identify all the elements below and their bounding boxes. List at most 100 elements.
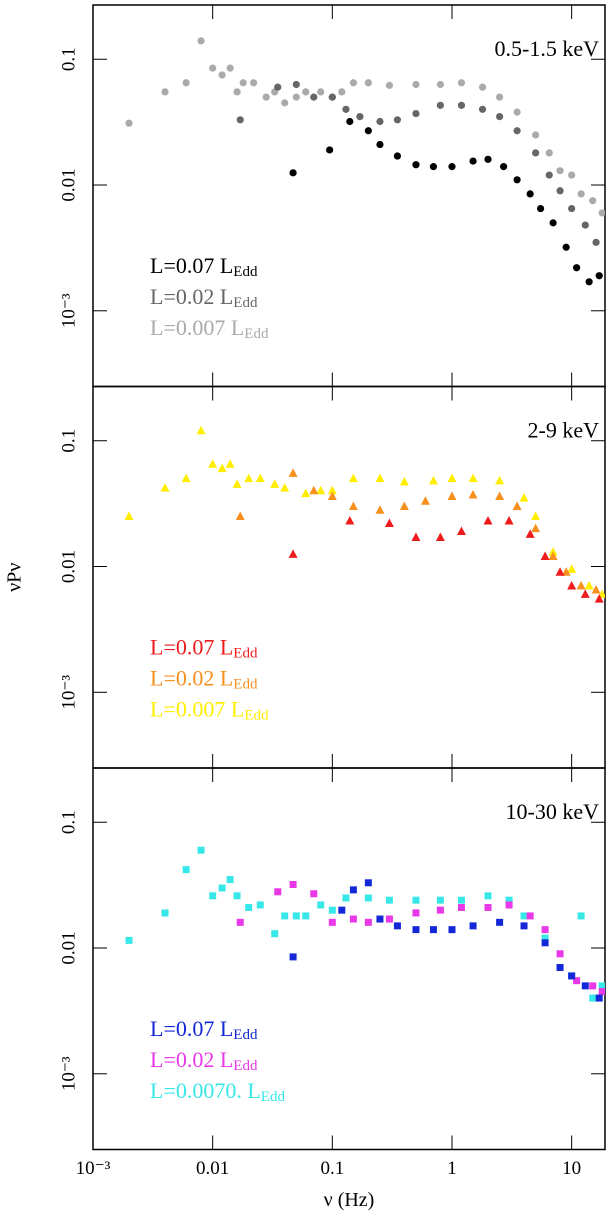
point (375, 473, 385, 483)
point (301, 488, 311, 498)
point (161, 88, 169, 96)
point (540, 551, 550, 561)
point (519, 493, 529, 502)
point (555, 567, 565, 576)
point (262, 93, 270, 101)
point (500, 163, 508, 171)
point (197, 37, 205, 45)
point (310, 93, 318, 101)
point (385, 896, 393, 904)
point (317, 88, 325, 96)
point (436, 896, 444, 904)
point (595, 272, 603, 280)
point (526, 912, 534, 920)
point (448, 163, 456, 171)
panel-label: 2-9 keV (528, 418, 600, 443)
point (541, 939, 549, 947)
point (594, 594, 604, 603)
point (496, 93, 504, 101)
point (233, 88, 241, 96)
point (209, 64, 217, 72)
point (125, 936, 133, 944)
point (412, 926, 420, 934)
point (288, 468, 298, 477)
point (412, 161, 420, 169)
legend-subscript: Edd (233, 1027, 258, 1043)
point (292, 912, 300, 920)
point (364, 918, 372, 926)
point (448, 926, 456, 934)
point (412, 896, 420, 904)
point (456, 526, 466, 535)
point (567, 580, 577, 590)
point (572, 264, 581, 272)
point (342, 105, 350, 113)
y-tick-label: 10⁻³ (58, 293, 79, 328)
point (326, 146, 334, 154)
point (598, 209, 605, 217)
point (348, 501, 358, 511)
point (584, 580, 594, 590)
point (436, 906, 444, 914)
x-tick-label: 1 (447, 1158, 457, 1179)
point (218, 884, 226, 892)
point (545, 171, 553, 179)
point (338, 906, 346, 914)
point (280, 483, 290, 492)
point (182, 79, 190, 87)
point (556, 187, 564, 195)
point (245, 903, 253, 911)
x-tick-label: 10 (562, 1158, 581, 1179)
point (429, 926, 437, 934)
point (348, 473, 358, 483)
point (447, 491, 457, 501)
point (208, 459, 218, 468)
point (239, 79, 247, 87)
point (376, 140, 384, 149)
plot-frame (92, 767, 606, 1151)
point (549, 219, 557, 227)
point (385, 81, 394, 89)
point (505, 901, 513, 909)
point (236, 918, 244, 926)
point (217, 463, 227, 473)
point (349, 915, 357, 923)
point (457, 903, 465, 911)
point (468, 490, 478, 499)
point (468, 473, 478, 483)
point (328, 918, 336, 926)
point (589, 994, 597, 1002)
point (292, 93, 300, 101)
point (505, 896, 513, 904)
point (573, 977, 581, 985)
legend-subscript: Edd (261, 1089, 286, 1105)
point (591, 585, 601, 594)
point (541, 934, 549, 942)
y-tick-label: 0.01 (58, 168, 79, 201)
point (520, 922, 528, 930)
x-tick-label: 10⁻³ (76, 1158, 111, 1179)
point (581, 221, 589, 229)
y-tick-label: 0.01 (58, 550, 79, 583)
point (589, 982, 597, 990)
point (375, 505, 385, 514)
point (532, 131, 540, 139)
point (457, 896, 465, 904)
point (235, 511, 245, 520)
legend-subscript: Edd (233, 1058, 258, 1074)
legend-entry: L=0.02 LEdd (150, 1047, 258, 1074)
point (556, 167, 564, 175)
point (233, 892, 241, 900)
point (376, 117, 384, 126)
legend-entry: L=0.02 LEdd (150, 666, 258, 693)
point (271, 930, 279, 938)
point (399, 501, 409, 511)
point (309, 485, 319, 495)
point (513, 176, 521, 184)
point (345, 516, 355, 525)
point (232, 479, 242, 488)
point (577, 912, 585, 920)
point (598, 988, 605, 996)
plot-area (125, 846, 605, 1002)
point (589, 197, 597, 205)
